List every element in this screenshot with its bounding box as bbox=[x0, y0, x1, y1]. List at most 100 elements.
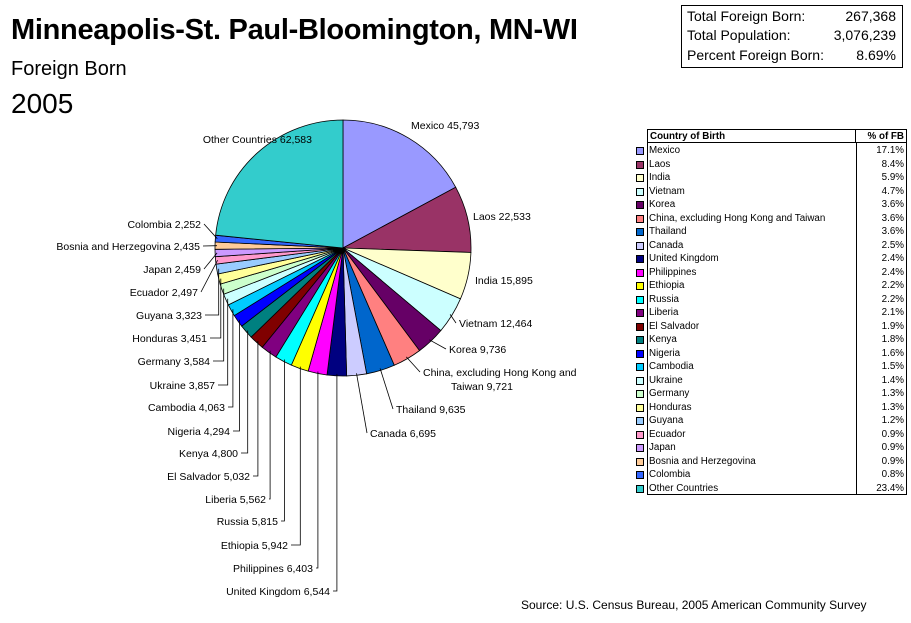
leader-line bbox=[203, 252, 218, 270]
table-row: Philippines 2.4% bbox=[633, 266, 907, 280]
leader-line bbox=[281, 359, 285, 522]
slice-label: Colombia 2,252 bbox=[127, 219, 201, 231]
country-percent: 2.2% bbox=[881, 293, 904, 305]
country-name: Cambodia bbox=[649, 361, 694, 372]
chart-subtitle: Foreign Born bbox=[11, 58, 127, 80]
country-name: Other Countries bbox=[649, 482, 719, 494]
country-name: Ethiopia bbox=[649, 280, 685, 291]
slice-label: Kenya 4,800 bbox=[179, 448, 238, 460]
country-name: Russia bbox=[649, 293, 679, 305]
legend-swatch bbox=[636, 430, 644, 439]
legend-swatch bbox=[636, 255, 644, 263]
table-row: Mexico 17.1% bbox=[633, 144, 907, 158]
country-name: Guyana bbox=[649, 415, 684, 426]
slice-label: Nigeria 4,294 bbox=[168, 426, 231, 438]
table-header-divider bbox=[855, 129, 856, 143]
country-name: Thailand bbox=[649, 226, 687, 237]
slice-label: Laos 22,533 bbox=[473, 211, 531, 223]
slice-label: Guyana 3,323 bbox=[136, 310, 202, 322]
table-row: Cambodia 1.5% bbox=[633, 360, 907, 374]
table-row: Laos 8.4% bbox=[633, 158, 907, 172]
slice-label: Thailand 9,635 bbox=[396, 404, 466, 416]
country-name: Vietnam bbox=[649, 185, 685, 197]
slice-label: Cambodia 4,063 bbox=[148, 402, 225, 414]
leader-line bbox=[316, 371, 319, 569]
leader-line bbox=[356, 373, 368, 434]
country-name: Liberia bbox=[649, 307, 679, 318]
country-percent: 17.1% bbox=[876, 145, 904, 156]
country-name: Ukraine bbox=[649, 374, 683, 386]
slice-label: China, excluding Hong Kong and Taiwan 9,7… bbox=[423, 367, 577, 393]
country-name: El Salvador bbox=[649, 320, 700, 332]
table-row: Vietnam 4.7% bbox=[633, 185, 907, 199]
leader-line bbox=[233, 319, 240, 432]
leader-line bbox=[228, 309, 234, 408]
table-row: Japan 0.9% bbox=[633, 441, 907, 455]
slice-label: India 15,895 bbox=[475, 275, 533, 287]
slice-label: Philippines 6,403 bbox=[233, 563, 313, 575]
table-row: Thailand 3.6% bbox=[633, 225, 907, 239]
country-percent: 3.6% bbox=[881, 199, 904, 210]
slice-label: Liberia 5,562 bbox=[205, 494, 266, 506]
legend-swatch bbox=[636, 471, 644, 479]
country-name: Kenya bbox=[649, 334, 677, 345]
legend-swatch bbox=[636, 201, 644, 209]
table-row: China, excluding Hong Kong and Taiwan 3.6… bbox=[633, 212, 907, 226]
stat-label: Total Population: bbox=[687, 27, 791, 43]
table-row: Ethiopia 2.2% bbox=[633, 279, 907, 293]
table-header: Country of Birth % of FB bbox=[647, 129, 907, 143]
country-name: Canada bbox=[649, 239, 684, 251]
leader-line bbox=[200, 260, 218, 293]
country-percent: 0.8% bbox=[881, 469, 904, 480]
country-name: United Kingdom bbox=[649, 253, 719, 264]
country-name: Mexico bbox=[649, 145, 681, 156]
table-row: India 5.9% bbox=[633, 171, 907, 185]
country-name: Philippines bbox=[649, 266, 697, 278]
stat-percent-foreign-born: Percent Foreign Born: 8.69% bbox=[687, 47, 896, 65]
slice-label: Ethiopia 5,942 bbox=[221, 540, 288, 552]
table-row: Kenya 1.8% bbox=[633, 333, 907, 347]
chart-title: Minneapolis-St. Paul-Bloomington, MN-WI bbox=[11, 14, 578, 46]
slice-label: Ecuador 2,497 bbox=[130, 287, 198, 299]
table-row: Liberia 2.1% bbox=[633, 306, 907, 320]
pie-leader-lines bbox=[200, 223, 457, 592]
country-percent: 0.9% bbox=[881, 428, 904, 440]
slice-label: Japan 2,459 bbox=[143, 264, 201, 276]
country-percent: 0.9% bbox=[881, 455, 904, 467]
slice-label: Mexico 45,793 bbox=[411, 120, 479, 132]
legend-swatch bbox=[636, 417, 644, 425]
table-row: Nigeria 1.6% bbox=[633, 347, 907, 361]
legend-swatch bbox=[636, 484, 644, 493]
legend-swatch bbox=[636, 147, 644, 155]
legend-swatch bbox=[636, 363, 644, 371]
legend-swatch bbox=[636, 268, 644, 277]
table-row: Guyana 1.2% bbox=[633, 414, 907, 428]
country-percent: 2.4% bbox=[881, 253, 904, 264]
table-row: Russia 2.2% bbox=[633, 293, 907, 307]
country-percent: 23.4% bbox=[876, 482, 904, 494]
table-row: Germany 1.3% bbox=[633, 387, 907, 401]
country-percent: 1.9% bbox=[881, 320, 904, 332]
country-percent: 8.4% bbox=[881, 158, 904, 170]
pie-labels: Mexico 45,793 Laos 22,533 India 15,895 Viet… bbox=[56, 120, 576, 598]
legend-swatch bbox=[636, 174, 644, 182]
legend-swatch bbox=[636, 376, 644, 385]
leader-line bbox=[241, 330, 249, 454]
country-table: Country of Birth % of FB Mexico 17.1% Laos… bbox=[633, 129, 907, 495]
country-percent: 1.3% bbox=[881, 388, 904, 399]
summary-stats-box: Total Foreign Born: 267,368 Total Popula… bbox=[681, 5, 903, 68]
country-name: Colombia bbox=[649, 469, 691, 480]
table-row: Other Countries 23.4% bbox=[633, 482, 907, 496]
leader-line bbox=[205, 268, 220, 316]
legend-swatch bbox=[636, 457, 644, 466]
country-percent: 4.7% bbox=[881, 185, 904, 197]
table-column-divider bbox=[856, 143, 857, 494]
slice-label: El Salvador 5,032 bbox=[167, 471, 250, 483]
country-name: Nigeria bbox=[649, 347, 681, 359]
country-percent: 2.2% bbox=[881, 280, 904, 291]
table-row: Ecuador 0.9% bbox=[633, 428, 907, 442]
table-body bbox=[647, 143, 907, 495]
stat-total-population: Total Population: 3,076,239 bbox=[687, 27, 896, 45]
legend-swatch bbox=[636, 349, 644, 358]
country-name: Ecuador bbox=[649, 428, 686, 440]
